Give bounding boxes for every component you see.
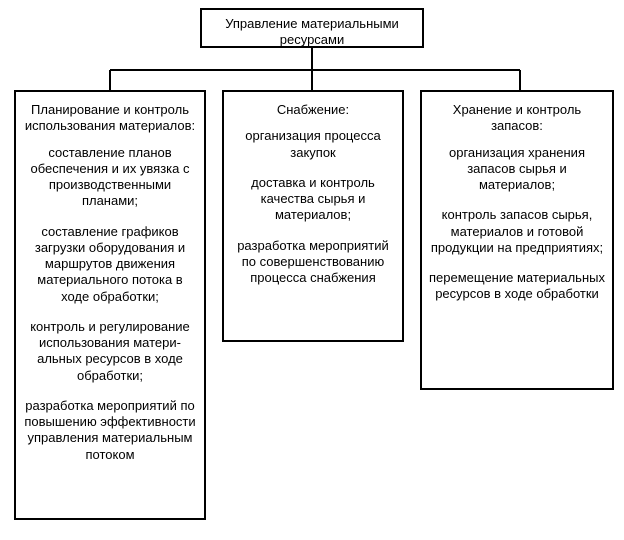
child-node-item: разработка мероприятий по совершенствова… — [230, 238, 396, 287]
child-node-item: доставка и контроль качества сырья и мат… — [230, 175, 396, 224]
root-node-label: Управление материальными ресурсами — [225, 16, 399, 47]
child-node: Снабжение: организация процесса закупок до… — [222, 90, 404, 342]
child-node-item: контроль запасов сырья, материалов и гот… — [428, 207, 606, 256]
child-node-item: организация процесса закупок — [230, 128, 396, 161]
root-node: Управление материальными ресурсами — [200, 8, 424, 48]
child-node-item: организация хранения запасов сырья и мат… — [428, 145, 606, 194]
child-node-item: составление графиков загрузки оборудован… — [22, 224, 198, 305]
child-node: Планирование и контроль использования ма… — [14, 90, 206, 520]
child-node-item: составление планов обеспечения и их увяз… — [22, 145, 198, 210]
child-node-title: Снабжение: — [230, 102, 396, 118]
child-node-item: разработка мероприятий по повышению эффе… — [22, 398, 198, 463]
child-node-title: Планирование и контроль использования ма… — [22, 102, 198, 135]
child-node-item: контроль и регулирование использования м… — [22, 319, 198, 384]
child-node-item: перемещение материаль­ных ресурсов в ход… — [428, 270, 606, 303]
child-node: Хранение и контроль запасов: организация … — [420, 90, 614, 390]
child-node-title: Хранение и контроль запасов: — [428, 102, 606, 135]
